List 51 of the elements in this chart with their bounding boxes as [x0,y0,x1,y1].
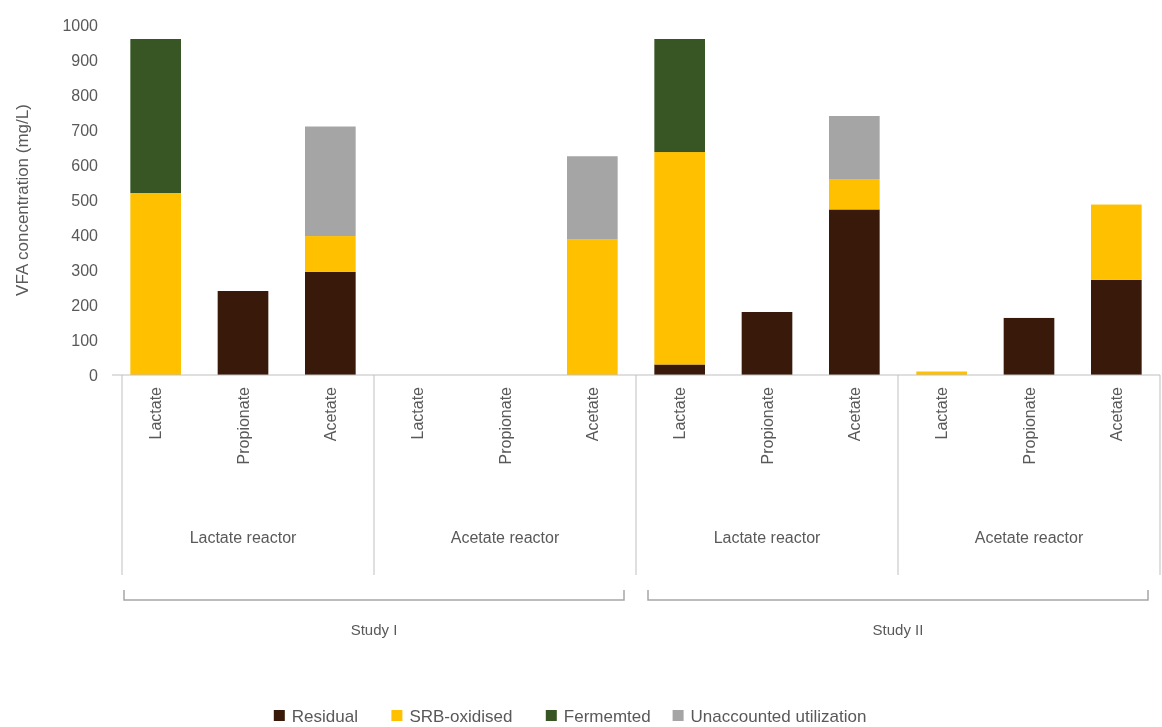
x-tick-label: Acetate [321,386,339,442]
y-tick-label: 1000 [62,16,99,34]
text: Study II [872,621,924,638]
bar [1003,317,1055,375]
legend-label: SRB-oxidised [409,706,513,726]
x-tick-label: Acetate [1107,386,1125,442]
text: Acetate reactor [450,529,560,546]
bar [1091,204,1142,280]
legend-label: Unaccounted utilization [690,706,867,726]
x-tick-label: Propionate [234,386,252,465]
x-tick-label: Lactate [409,386,427,440]
x-tick-label: Lactate [671,386,689,440]
bar [567,239,618,375]
text: Lactate reactor [189,529,298,546]
legend-label: Residual [291,706,358,726]
y-tick-label: 100 [71,331,99,349]
y-tick-label: 200 [71,296,99,314]
bar [130,39,181,193]
text: Study I [350,621,398,638]
x-tick-label: Lactate [933,386,951,440]
x-tick-label: Lactate [147,386,165,440]
bar [829,116,880,179]
y-tick-label: 900 [71,51,99,69]
bar [1091,279,1142,375]
bar [567,156,618,240]
bar [130,193,181,375]
y-axis-title: VFA concentration (mg/L) [13,104,32,296]
x-tick-label: Propionate [496,386,514,465]
bar [829,179,880,210]
bar [829,209,880,375]
y-tick-label: 500 [71,191,99,209]
bar [654,152,705,365]
y-tick-label: 400 [71,226,99,244]
text: Lactate reactor [713,529,822,546]
y-tick-label: 600 [71,156,99,174]
bar [305,236,356,272]
legend-label: Fermemted [563,706,651,726]
y-tick-label: 0 [89,366,99,384]
bar [305,271,356,375]
y-tick-label: 700 [71,121,99,139]
text: Acetate reactor [974,529,1084,546]
bar [217,291,269,375]
y-tick-label: 300 [71,261,99,279]
bar [305,126,356,237]
bar [741,312,793,375]
bar [654,39,705,153]
x-tick-label: Acetate [583,386,601,442]
y-tick-label: 800 [71,86,99,104]
x-tick-label: Propionate [758,386,776,465]
x-tick-label: Propionate [1020,386,1038,465]
x-tick-label: Acetate [845,386,863,442]
